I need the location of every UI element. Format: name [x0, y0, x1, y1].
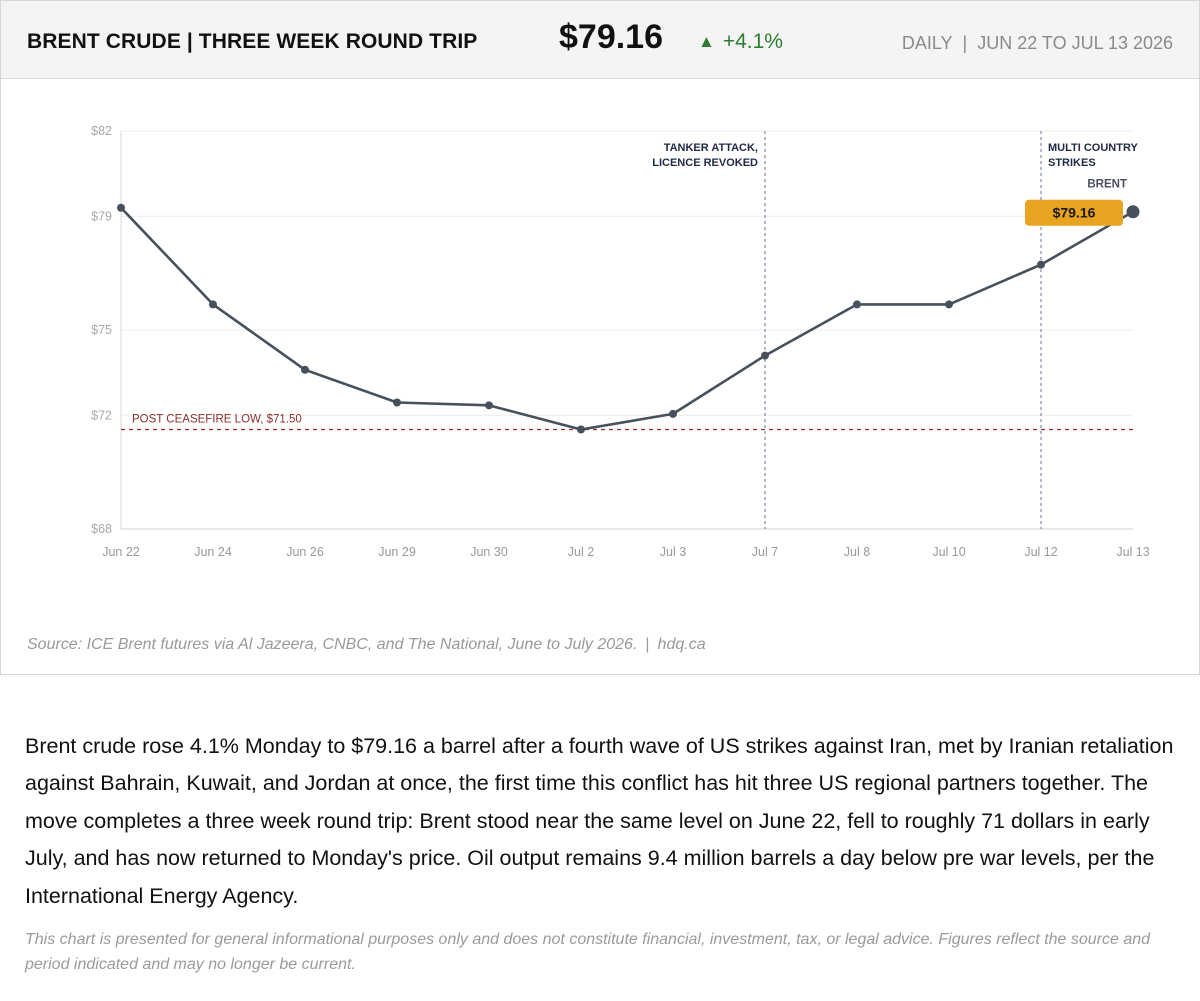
x-tick-label: Jun 30	[470, 545, 508, 559]
article-paragraph: Brent crude rose 4.1% Monday to $79.16 a…	[25, 733, 1174, 908]
price-change-value: +4.1%	[722, 30, 783, 53]
x-tick-label: Jun 26	[286, 545, 324, 559]
source-text: Source: ICE Brent futures via Al Jazeera…	[27, 636, 638, 653]
x-tick-label: Jul 3	[660, 545, 686, 559]
chart-title: BRENT CRUDE | THREE WEEK ROUND TRIP	[27, 30, 478, 53]
chart-header: BRENT CRUDE | THREE WEEK ROUND TRIP $79.…	[1, 1, 1199, 79]
series-name-label: BRENT	[1087, 179, 1127, 191]
y-tick-label: $75	[91, 323, 112, 337]
x-tick-label: Jun 22	[102, 545, 140, 559]
data-point	[1037, 260, 1045, 269]
series-line	[119, 206, 1135, 431]
data-point	[1126, 205, 1140, 219]
x-tick-label: Jun 24	[194, 545, 232, 559]
data-point	[853, 300, 861, 309]
chart-source: Source: ICE Brent futures via Al Jazeera…	[27, 636, 706, 654]
data-point	[209, 300, 217, 309]
x-tick-label: Jul 8	[844, 545, 870, 559]
y-tick-label: $72	[91, 408, 112, 422]
date-range: DAILY | JUN 22 TO JUL 13 2026	[902, 33, 1173, 54]
x-tick-label: Jul 2	[568, 545, 594, 559]
price-badge-label: $79.16	[1053, 205, 1096, 221]
data-point	[393, 398, 401, 407]
event-label: STRIKES	[1048, 157, 1096, 169]
price-badge	[1025, 199, 1123, 226]
chart-card: BRENT CRUDE | THREE WEEK ROUND TRIP $79.…	[0, 0, 1200, 675]
event-label: MULTI COUNTRY	[1048, 142, 1138, 154]
data-point	[577, 425, 585, 434]
current-price: $79.16	[559, 18, 663, 56]
data-point	[945, 300, 953, 309]
y-tick-label: $79	[91, 209, 112, 223]
data-point	[761, 351, 769, 360]
line-chart: $68 $72 $75 $79 $82 Jun 22 Jun 24 Jun 26 Jun 29 J…	[91, 124, 1150, 559]
x-tick-label: Jul 7	[752, 545, 778, 559]
reference-line-label: POST CEASEFIRE LOW, $71.50	[132, 414, 302, 426]
up-arrow-icon: ▲	[698, 32, 715, 51]
data-point	[669, 409, 677, 418]
range-separator: |	[962, 33, 968, 53]
source-separator: |	[645, 636, 650, 653]
event-label: LICENCE REVOKED	[652, 157, 758, 169]
data-point	[117, 203, 125, 212]
range-label: JUN 22 TO JUL 13 2026	[977, 33, 1173, 53]
y-tick-label: $82	[91, 124, 112, 138]
data-point	[485, 401, 493, 410]
x-tick-label: Jun 29	[378, 545, 416, 559]
x-tick-label: Jul 10	[932, 545, 965, 559]
x-tick-label: Jul 12	[1024, 545, 1057, 559]
frequency-label: DAILY	[901, 33, 953, 53]
site-name: hdq.ca	[657, 636, 706, 653]
event-label: TANKER ATTACK,	[664, 142, 758, 154]
x-tick-label: Jul 13	[1116, 545, 1149, 559]
price-change: ▲ +4.1%	[698, 30, 783, 54]
data-point	[301, 365, 309, 374]
disclaimer: This chart is presented for general info…	[25, 931, 1151, 973]
y-tick-label: $68	[91, 522, 112, 536]
